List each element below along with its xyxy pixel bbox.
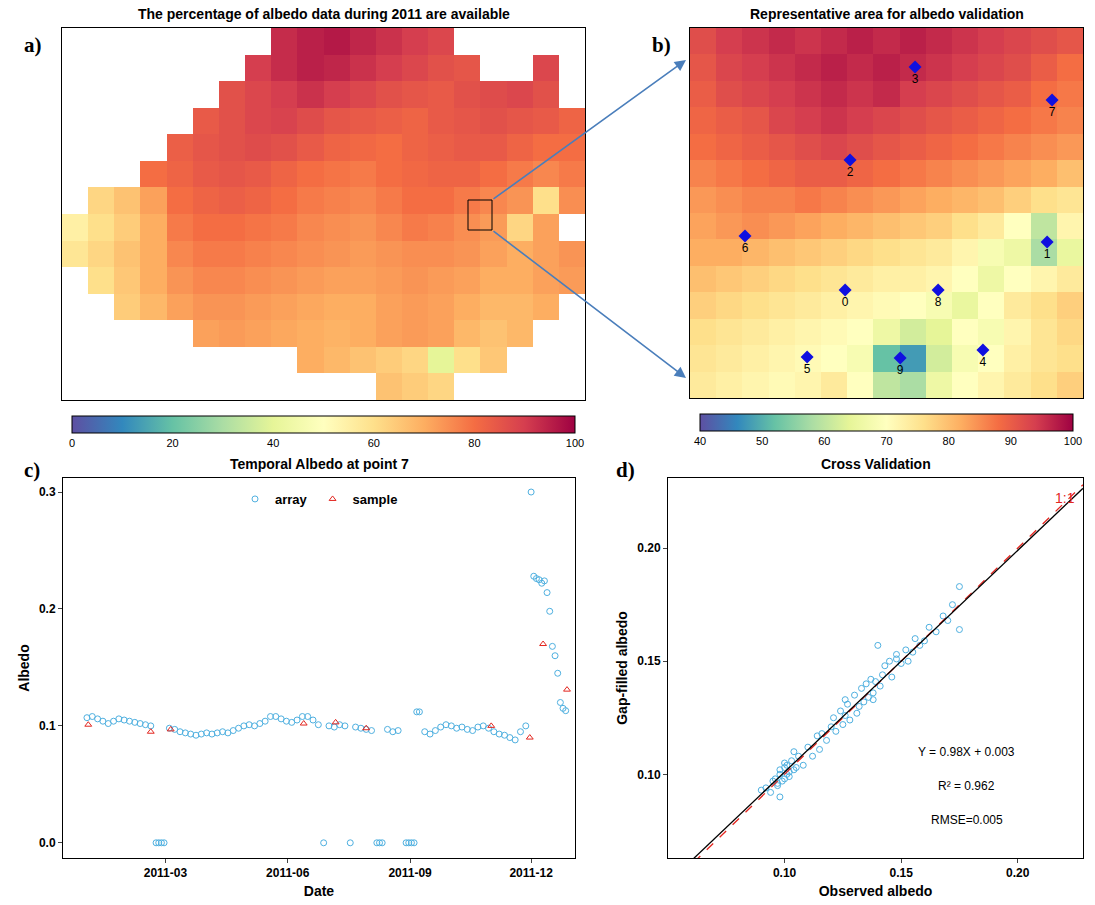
svg-text:0.2: 0.2 [39,602,56,616]
svg-text:0.20: 0.20 [1006,866,1030,880]
svg-text:Cross Validation: Cross Validation [821,456,931,472]
svg-text:2011-03: 2011-03 [144,866,188,880]
svg-text:Temporal Albedo at point 7: Temporal Albedo at point 7 [230,456,409,472]
svg-text:RMSE=0.005: RMSE=0.005 [931,813,1003,827]
svg-text:2011-09: 2011-09 [388,866,432,880]
svg-text:1:1: 1:1 [1055,490,1075,506]
svg-text:0.10: 0.10 [773,866,797,880]
svg-text:40: 40 [694,435,706,447]
svg-text:70: 70 [880,435,892,447]
svg-text:0.3: 0.3 [39,485,56,499]
svg-text:d): d) [616,458,635,482]
svg-text:1: 1 [1044,247,1051,261]
svg-text:0.0: 0.0 [39,836,56,850]
svg-text:20: 20 [166,437,178,449]
svg-text:Representative area for albedo: Representative area for albedo validatio… [750,6,1024,22]
svg-text:0.20: 0.20 [637,541,661,555]
svg-text:0.1: 0.1 [39,719,56,733]
svg-text:array: array [275,492,308,507]
svg-text:8: 8 [935,295,942,309]
svg-text:4: 4 [980,355,987,369]
svg-text:a): a) [24,33,42,57]
svg-text:Y = 0.98X + 0.003: Y = 0.98X + 0.003 [918,745,1015,759]
svg-text:80: 80 [468,437,480,449]
svg-text:Gap-filled albedo: Gap-filled albedo [614,611,630,725]
svg-text:60: 60 [818,435,830,447]
svg-text:0.15: 0.15 [889,866,913,880]
svg-text:0: 0 [69,437,75,449]
svg-text:100: 100 [566,437,584,449]
svg-text:60: 60 [368,437,380,449]
svg-text:40: 40 [267,437,279,449]
svg-text:0: 0 [842,295,849,309]
svg-text:6: 6 [742,241,749,255]
svg-text:The percentage of albedo data: The percentage of albedo data during 201… [138,6,510,22]
svg-text:2011-12: 2011-12 [509,866,553,880]
svg-text:0.10: 0.10 [637,768,661,782]
svg-text:50: 50 [756,435,768,447]
svg-text:c): c) [24,458,40,482]
svg-text:sample: sample [353,492,398,507]
svg-text:80: 80 [943,435,955,447]
svg-text:7: 7 [1049,105,1056,119]
svg-text:0.15: 0.15 [637,654,661,668]
svg-text:b): b) [652,33,671,57]
svg-text:Observed albedo: Observed albedo [819,883,933,899]
svg-text:90: 90 [1005,435,1017,447]
svg-text:2011-06: 2011-06 [266,866,310,880]
svg-text:2: 2 [847,165,854,179]
svg-text:Date: Date [304,883,335,899]
svg-text:Albedo: Albedo [16,644,32,691]
svg-text:3: 3 [912,72,919,86]
svg-text:R² = 0.962: R² = 0.962 [938,779,995,793]
svg-text:9: 9 [897,363,904,377]
svg-text:100: 100 [1064,435,1082,447]
svg-text:5: 5 [804,362,811,376]
